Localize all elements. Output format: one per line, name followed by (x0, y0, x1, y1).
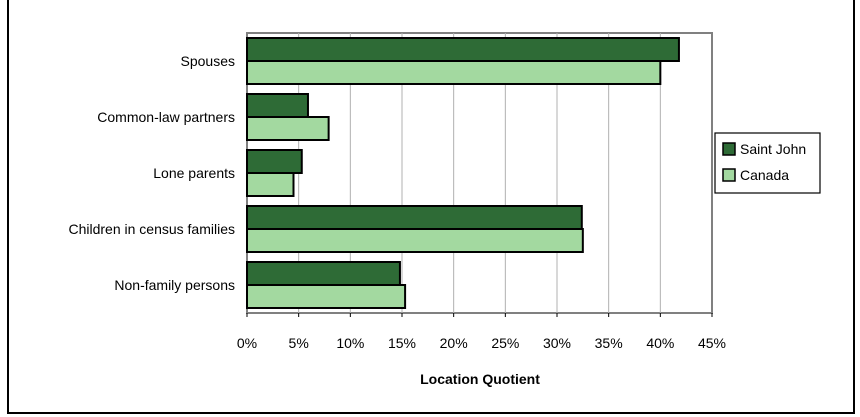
x-tick-label: 30% (543, 335, 571, 351)
bar-saint-john (246, 93, 309, 118)
legend-swatch (722, 142, 736, 156)
bar-canada (246, 284, 407, 309)
bars (246, 37, 680, 309)
category-label: Lone parents (153, 165, 235, 181)
x-tick-label: 35% (595, 335, 623, 351)
legend-swatch (722, 168, 736, 182)
category-label: Spouses (181, 53, 235, 69)
category-label: Children in census families (68, 221, 235, 237)
bar-saint-john (246, 149, 303, 174)
category-labels: Spouses Common-law partners Lone parents Ch… (68, 53, 235, 293)
bar-canada (246, 228, 584, 253)
bar-canada (246, 60, 662, 85)
x-tick-label: 10% (336, 335, 364, 351)
category-label: Common-law partners (97, 109, 235, 125)
x-tick-labels: 0% 5% 10% 15% 20% 25% 30% 35% 40% 45% (237, 335, 726, 351)
x-axis-title: Location Quotient (420, 371, 540, 387)
bar-saint-john (246, 205, 583, 230)
x-tick-label: 25% (491, 335, 519, 351)
legend-label: Canada (740, 167, 789, 183)
x-tick-label: 45% (698, 335, 726, 351)
x-tick-label: 15% (388, 335, 416, 351)
bar-canada (246, 172, 295, 197)
x-tick-label: 0% (237, 335, 257, 351)
legend-label: Saint John (740, 141, 806, 157)
category-label: Non-family persons (114, 277, 235, 293)
bar-saint-john (246, 37, 680, 62)
bar-canada (246, 116, 330, 141)
bar-saint-john (246, 261, 401, 286)
x-tick-label: 20% (440, 335, 468, 351)
legend: Saint John Canada (714, 132, 821, 194)
x-tick-label: 5% (289, 335, 309, 351)
x-tick-label: 40% (646, 335, 674, 351)
